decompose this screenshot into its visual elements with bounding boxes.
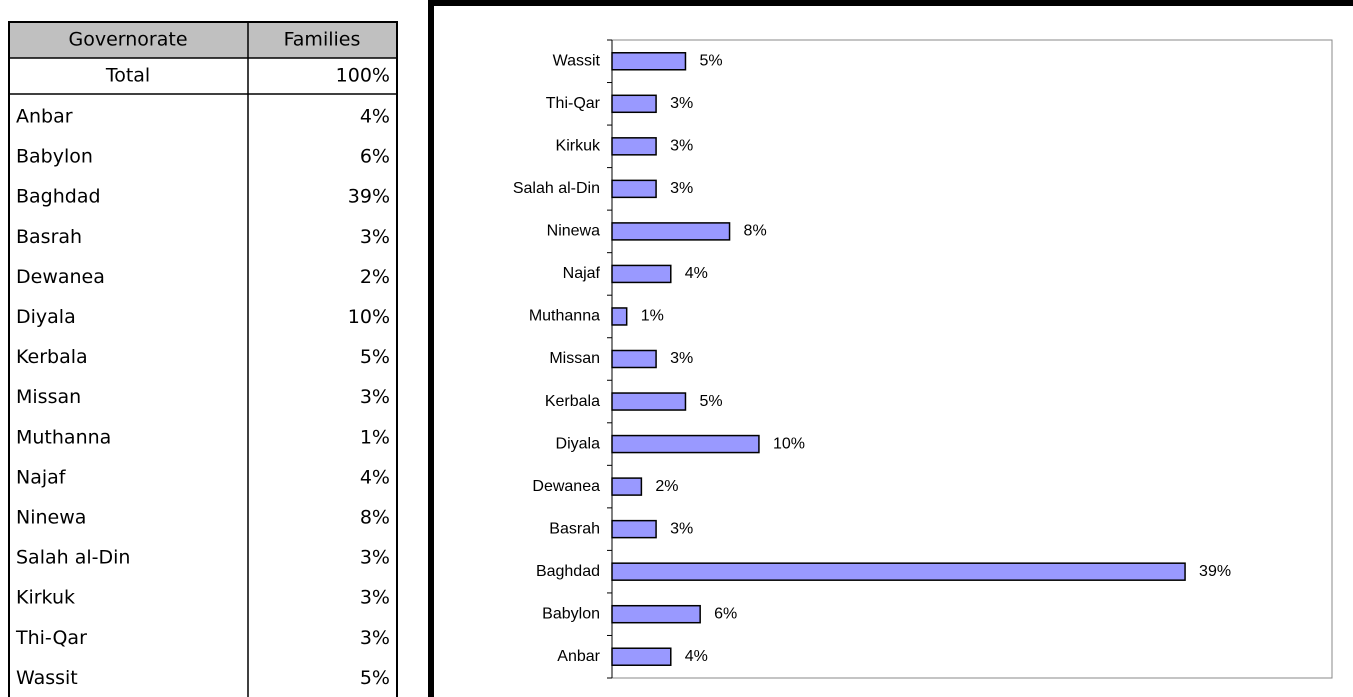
y-tick-label: Basrah [549, 520, 600, 537]
governorate-cell: Salah al-Din [16, 547, 130, 569]
y-tick-label: Muthanna [529, 308, 600, 325]
governorate-cell: Najaf [16, 466, 67, 488]
data-label: 39% [1199, 563, 1231, 580]
table-header-bg [9, 22, 397, 58]
y-tick-label: Thi-Qar [546, 95, 601, 112]
families-cell: 4% [360, 466, 390, 488]
y-tick-label: Najaf [563, 265, 601, 282]
families-cell: 5% [360, 346, 390, 368]
governorate-cell: Anbar [16, 106, 73, 128]
y-tick-label: Kerbala [545, 393, 600, 410]
y-tick-label: Ninewa [547, 223, 600, 240]
governorate-cell: Muthanna [16, 426, 111, 448]
data-label: 6% [714, 605, 737, 622]
families-cell: 5% [360, 667, 390, 689]
bar [611, 179, 657, 199]
families-cell: 3% [360, 226, 390, 248]
bar [611, 307, 628, 326]
governorate-cell: Wassit [16, 667, 78, 689]
bar [611, 264, 672, 284]
data-label: 3% [670, 138, 693, 155]
data-label: 8% [744, 223, 767, 240]
families-cell: 2% [360, 266, 390, 288]
governorate-cell: Kirkuk [16, 587, 75, 609]
bar [611, 519, 657, 539]
bar [611, 562, 1186, 581]
families-cell: 3% [360, 386, 390, 408]
families-cell: 39% [348, 186, 390, 208]
bar [611, 94, 657, 114]
bar [611, 392, 687, 411]
data-label: 10% [773, 435, 805, 452]
bar [611, 604, 701, 624]
bar [611, 647, 672, 666]
data-label: 3% [670, 95, 693, 112]
families-cell: 6% [360, 146, 390, 168]
chart-frame [428, 0, 1353, 697]
header-cell: Families [284, 29, 361, 51]
families-cell: 4% [360, 106, 390, 128]
bar [611, 52, 687, 71]
y-tick-label: Salah al-Din [513, 180, 600, 197]
bar [611, 137, 657, 156]
families-cell: 10% [348, 306, 390, 328]
governorate-cell: Thi-Qar [15, 627, 87, 649]
y-tick-label: Baghdad [536, 563, 600, 580]
bar [611, 349, 657, 369]
data-label: 4% [685, 648, 708, 665]
y-tick-label: Wassit [553, 52, 601, 69]
total-label: Total [105, 65, 150, 87]
families-cell: 8% [360, 507, 390, 529]
bar [611, 222, 731, 241]
data-label: 2% [655, 478, 678, 495]
data-label: 1% [641, 308, 664, 325]
data-label: 3% [670, 180, 693, 197]
data-label: 3% [670, 520, 693, 537]
governorate-cell: Basrah [16, 226, 82, 248]
governorate-cell: Dewanea [16, 266, 105, 288]
governorate-cell: Missan [16, 386, 81, 408]
header-cell: Governorate [68, 29, 187, 51]
governorate-cell: Baghdad [16, 186, 101, 208]
governorate-cell: Babylon [16, 146, 93, 168]
y-tick-label: Dewanea [532, 478, 600, 495]
families-cell: 3% [360, 547, 390, 569]
families-cell: 3% [360, 627, 390, 649]
y-tick-label: Anbar [557, 648, 600, 665]
data-label: 5% [699, 52, 722, 69]
table-border [8, 21, 398, 697]
data-label: 4% [685, 265, 708, 282]
bar [611, 434, 760, 454]
families-cell: 1% [360, 426, 390, 448]
y-tick-label: Babylon [542, 605, 600, 622]
y-tick-label: Missan [549, 350, 600, 367]
families-cell: 3% [360, 587, 390, 609]
data-label: 5% [699, 393, 722, 410]
total-value: 100% [336, 65, 390, 87]
data-label: 3% [670, 350, 693, 367]
plot-area [611, 39, 1333, 679]
governorate-cell: Ninewa [16, 507, 86, 529]
governorate-cell: Diyala [16, 306, 76, 328]
y-tick-label: Kirkuk [556, 138, 601, 155]
bar [611, 477, 643, 496]
y-tick-label: Diyala [556, 435, 601, 452]
governorate-cell: Kerbala [16, 346, 88, 368]
